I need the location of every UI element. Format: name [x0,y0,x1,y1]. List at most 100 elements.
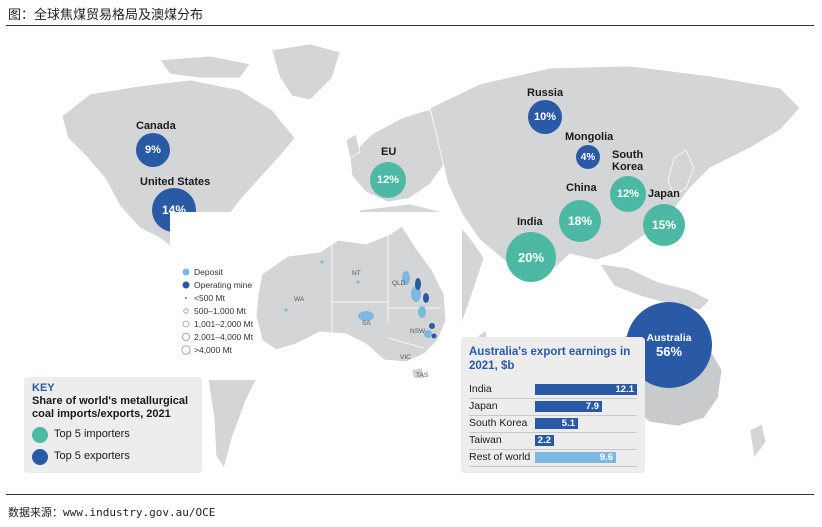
uk-shape [345,133,361,159]
earnings-bar: 9.6 [535,452,616,463]
operating-mine-marker [415,278,421,290]
deposit-marker [320,260,324,264]
mongolia-bubble: 4% [576,145,600,169]
china-label: China [566,182,597,194]
key-panel: KEY Share of world's metallurgical coal … [24,377,202,473]
australia-label: Australia [646,331,692,344]
south-korea-label: South Korea [612,149,644,174]
china-bubble: 18% [559,200,601,242]
canada-value: 9% [145,144,161,156]
earnings-bar: 5.1 [535,418,578,429]
operating-mine-marker [431,333,437,339]
bar-value-label: 2.2 [537,435,551,446]
australia-value: 56% [655,343,683,359]
deposit-marker [418,306,426,318]
india-bubble: 20% [506,232,556,282]
inset-legend-size-1: <500 Mt [194,293,225,303]
state-label-sa: SA [362,320,371,327]
bar-category-label: South Korea [469,417,528,429]
top-rule [6,25,814,26]
japan-bubble: 15% [643,204,685,246]
state-label-wa: WA [294,296,305,303]
legend-swatch-operating-mine [182,281,190,289]
legend-swatch-size-4 [181,333,190,342]
canada-bubble: 9% [136,133,170,167]
legend-swatch-size-3 [182,320,190,328]
row-separator [469,415,637,416]
canada-islands-shape [159,55,251,79]
operating-mine-marker [423,293,429,303]
bottom-rule [6,494,814,495]
deposit-marker [402,271,410,285]
bar-category-label: India [469,383,492,395]
russia-label: Russia [527,87,564,99]
eu-label: EU [381,146,397,158]
china-value: 18% [567,214,593,228]
asia-shape [429,65,801,283]
earnings-bar: 2.2 [535,435,554,446]
india-label: India [517,216,543,228]
south-korea-value: 12% [616,188,640,200]
bar-category-label: Japan [469,400,498,412]
deposit-marker [411,286,421,302]
inset-legend-size-3: 1,001–2,000 Mt [194,319,254,329]
key-subtitle: Share of world's metallurgical coal impo… [32,395,189,420]
deposit-marker [424,330,432,338]
inset-legend-size-2: 500–1,000 Mt [194,306,246,316]
bar-value-label: 5.1 [561,418,575,429]
bar-value-label: 7.9 [585,401,599,412]
southeast-asia-shape [599,263,711,311]
deposit-marker [284,308,288,312]
operating-mine-marker [429,323,435,329]
row-separator [469,449,637,450]
japan-label: Japan [648,188,680,200]
australia-inset-map: Deposit Operating mine <500 Mt 500–1,000… [170,212,462,380]
importer-swatch [32,427,48,443]
legend-swatch-deposit [182,268,190,276]
nz-shape [749,423,767,460]
united-states-bubble: 14% [152,188,196,232]
exporter-key-label: Top 5 exporters [54,450,130,462]
exporter-swatch [32,449,48,465]
deposit-marker [356,280,360,284]
south-korea-bubble: 12% [610,176,646,212]
state-label-nt: NT [352,270,361,277]
state-border-nsw-vic [387,337,425,349]
legend-swatch-size-5 [181,345,191,355]
inset-legend-operating-mine: Operating mine [194,280,253,290]
inset-legend-deposit: Deposit [194,267,223,277]
united-states-label: United States [140,176,211,188]
row-separator [469,432,637,433]
canada-label: Canada [136,120,176,132]
bar-value-label: 12.1 [615,384,635,395]
deposit-marker [358,311,374,321]
state-label-nsw: NSW [410,328,426,335]
inset-tasmania [412,368,424,378]
india-value: 20% [517,249,545,265]
importer-key-label: Top 5 importers [54,428,130,440]
earnings-bar: 12.1 [535,384,637,395]
mongolia-label: Mongolia [565,131,614,143]
key-title: KEY [32,382,55,394]
japan-value: 15% [651,218,677,232]
state-label-qld: QLD [392,280,406,287]
mongolia-value: 4% [580,151,596,163]
russia-value: 10% [533,111,557,123]
row-separator [469,398,637,399]
legend-swatch-size-2 [183,308,189,314]
greenland-shape [271,43,341,101]
eu-bubble: 12% [370,162,406,198]
russia-bubble: 10% [528,100,562,134]
inset-legend-size-5: >4,000 Mt [194,345,233,355]
source-note: 数据来源：www.industry.gov.au/OCE [8,506,216,519]
export-earnings-title: Australia's export earnings in 2021, $b [469,346,631,372]
bar-category-label: Taiwan [469,434,502,446]
inset-australia-outline [255,225,447,363]
earnings-bar: 7.9 [535,401,602,412]
state-label-vic: VIC [400,354,411,361]
eu-value: 12% [376,174,400,186]
row-separator [469,466,637,467]
export-earnings-panel: Australia's export earnings in 2021, $b … [461,337,645,473]
state-label-tas: TAS [416,372,429,379]
legend-swatch-size-1 [184,296,188,300]
